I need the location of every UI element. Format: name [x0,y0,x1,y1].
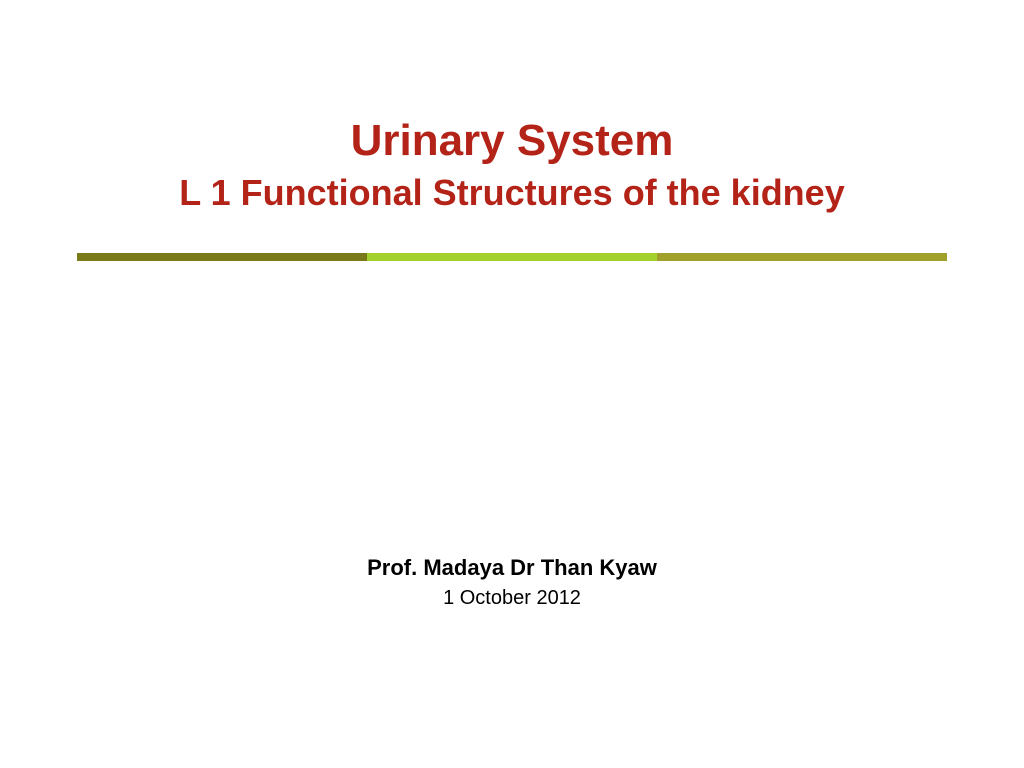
divider-segment-3 [657,253,947,261]
main-title: Urinary System [60,115,964,168]
title-block: Urinary System L 1 Functional Structures… [0,0,1024,215]
author-block: Prof. Madaya Dr Than Kyaw 1 October 2012 [0,555,1024,610]
author-date: 1 October 2012 [0,587,1024,610]
divider-segment-2 [367,253,657,261]
subtitle: L 1 Functional Structures of the kidney [60,170,964,215]
divider-segment-1 [77,253,367,261]
divider-bar [77,253,947,261]
author-name: Prof. Madaya Dr Than Kyaw [0,555,1024,581]
